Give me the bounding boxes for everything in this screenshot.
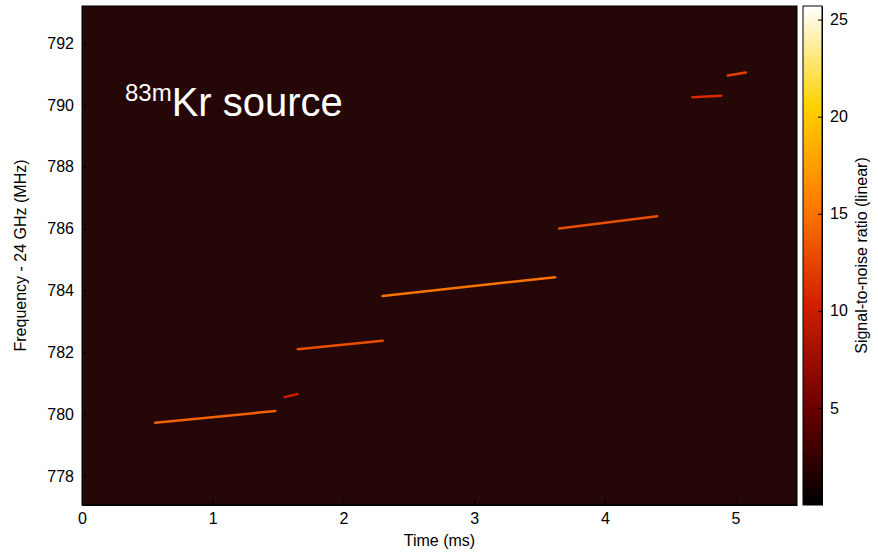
tick: 780	[47, 406, 87, 423]
tick: 786	[47, 220, 87, 237]
annotation: 83mKr source	[125, 79, 343, 124]
tick-label: 788	[47, 158, 74, 175]
tick-mark	[818, 117, 822, 118]
tick-label: 784	[47, 282, 74, 299]
track	[728, 72, 746, 75]
tick-mark	[474, 500, 475, 505]
tick-mark	[818, 214, 822, 215]
tick: 790	[47, 97, 87, 114]
tick-label: 5	[732, 510, 741, 527]
tick-mark	[82, 290, 87, 291]
tick: 5	[818, 400, 839, 417]
track	[692, 96, 721, 98]
tick-label: 4	[601, 510, 610, 527]
tracks	[155, 72, 746, 422]
tick: 792	[47, 35, 87, 52]
axis: 5 10 15 20 25	[818, 7, 848, 506]
tick-mark	[82, 352, 87, 353]
tick: 3	[470, 500, 479, 527]
tick: 2	[339, 500, 348, 527]
tick-label: 778	[47, 468, 74, 485]
plot-frame	[82, 6, 797, 505]
axis-line	[83, 505, 798, 506]
axis-line	[822, 7, 823, 506]
tick: 788	[47, 158, 87, 175]
axis: 778 780 782 784 786 788 790 792	[47, 7, 87, 506]
tick-label: 3	[470, 510, 479, 527]
tick-label: 15	[830, 205, 848, 222]
tick-label: 790	[47, 97, 74, 114]
tick-mark	[82, 476, 87, 477]
tick-label: 782	[47, 344, 74, 361]
tick-mark	[343, 500, 344, 505]
tick-label: 786	[47, 220, 74, 237]
tick: 25	[818, 11, 848, 28]
track	[285, 394, 298, 397]
tick: 5	[732, 500, 741, 527]
tick: 782	[47, 344, 87, 361]
track	[155, 411, 275, 423]
plot-background	[82, 6, 797, 505]
annotation-superscript: 83m	[125, 79, 172, 106]
tick-mark	[82, 167, 87, 168]
tick-mark	[82, 105, 87, 106]
tick-mark	[82, 43, 87, 44]
tick-mark	[818, 20, 822, 21]
tick-label: 780	[47, 406, 74, 423]
tick-mark	[736, 500, 737, 505]
tick-label: 10	[830, 302, 848, 319]
tick-mark	[818, 311, 822, 312]
tick-label: 1	[209, 510, 218, 527]
tick-mark	[213, 500, 214, 505]
tick: 10	[818, 302, 848, 319]
tick-label: 2	[339, 510, 348, 527]
tick-label: 20	[830, 108, 848, 125]
tick-label: 792	[47, 35, 74, 52]
colorbar-title: Signal-to-noise ratio (linear)	[853, 157, 870, 354]
tick: 20	[818, 108, 848, 125]
tick-mark	[818, 408, 822, 409]
colorbar	[803, 6, 822, 505]
y-axis-title: Frequency - 24 GHz (MHz)	[12, 159, 29, 351]
tick: 778	[47, 468, 87, 485]
tick: 15	[818, 205, 848, 222]
axis: 0 1 2 3 4 5	[78, 500, 797, 527]
tick: 1	[209, 500, 218, 527]
chart: 0 1 2 3 4 5 778 780 782 784 786 788 790 792 Time (ms) F…	[0, 0, 878, 556]
track	[559, 216, 657, 228]
tick-mark	[82, 414, 87, 415]
x-axis-title: Time (ms)	[404, 532, 475, 549]
axis-line	[82, 7, 83, 506]
tick-mark	[82, 229, 87, 230]
tick-label: 25	[830, 11, 848, 28]
tick: 4	[601, 500, 610, 527]
annotation-text: Kr source	[172, 80, 343, 124]
tick-mark	[605, 500, 606, 505]
track	[383, 277, 556, 296]
track	[298, 341, 383, 349]
tick: 784	[47, 282, 87, 299]
tick-label: 5	[830, 400, 839, 417]
tick-label: 0	[78, 510, 87, 527]
